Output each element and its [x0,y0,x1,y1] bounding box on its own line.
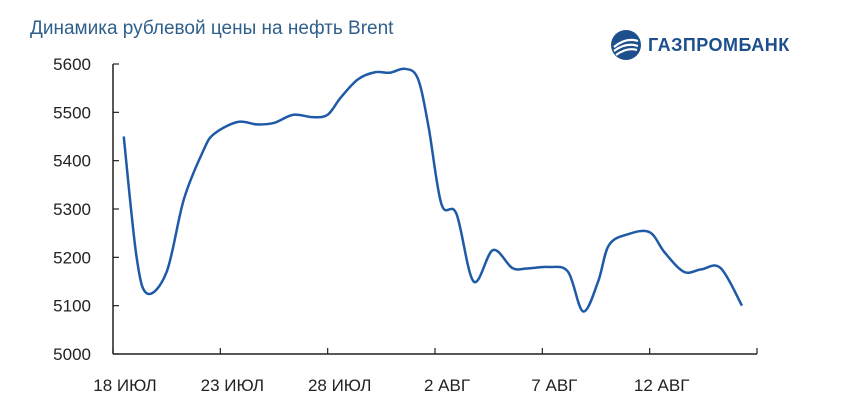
y-tick-label: 5300 [53,200,91,219]
series-line [122,67,744,313]
y-tick-label: 5400 [53,152,91,171]
x-tick-label: 28 ИЮЛ [308,376,371,395]
y-axis-ticks: 5000 5100 5200 5300 5400 5500 5600 [53,55,119,364]
x-tick-label: 7 АВГ [531,376,577,395]
y-tick-label: 5500 [53,103,91,122]
gazprombank-logo-icon [611,30,641,60]
y-tick-label: 5100 [53,297,91,316]
x-axis-ticks: 18 ИЮЛ 23 ИЮЛ 28 ИЮЛ 2 АВГ 7 АВГ 12 АВГ [93,348,758,395]
y-tick-label: 5600 [53,55,91,74]
x-tick-label: 18 ИЮЛ [93,376,156,395]
x-tick-label: 12 АВГ [634,376,690,395]
logo-text: ГАЗПРОМБАНК [648,34,790,55]
gazprombank-logo: ГАЗПРОМБАНК [610,28,790,62]
x-tick-label: 23 ИЮЛ [201,376,264,395]
y-tick-label: 5000 [53,345,91,364]
chart-axes [112,64,757,355]
y-tick-label: 5200 [53,248,91,267]
chart-series [122,67,744,313]
x-tick-label: 2 АВГ [424,376,470,395]
chart-title: Динамика рублевой цены на нефть Brent [30,18,394,39]
